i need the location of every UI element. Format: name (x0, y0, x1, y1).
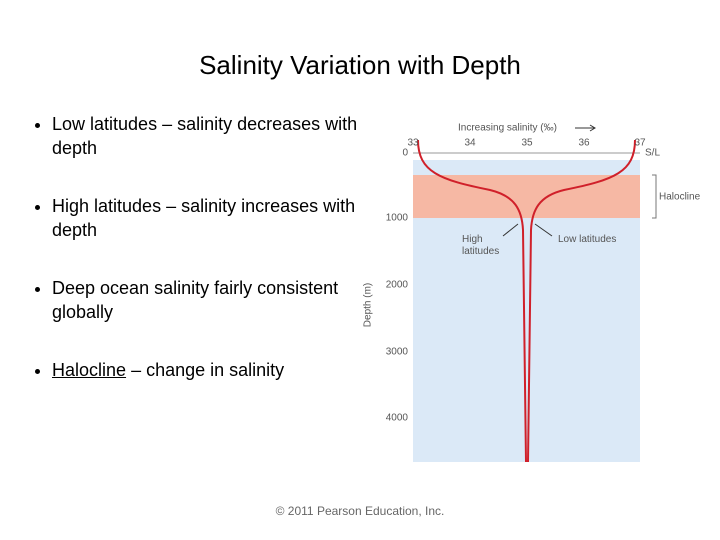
bullet-list: Low latitudes – salinity decreases with … (30, 112, 362, 416)
x-tick-label: 35 (521, 138, 533, 149)
bullet: Halocline – change in salinity (52, 358, 362, 382)
y-tick-label: 1000 (386, 213, 409, 224)
bullet-term: Halocline (52, 360, 127, 380)
x-tick-label: 33 (407, 138, 419, 149)
high-label-box: High latitudes (462, 234, 500, 257)
footer: © 2011 Pearson Education, Inc. (275, 504, 445, 518)
x-tick-label: 34 (464, 138, 476, 149)
halocline-band (413, 175, 640, 218)
label-pointers (502, 223, 553, 237)
bullet-text: – change in salinity (131, 360, 285, 380)
axis-arrow (575, 124, 596, 132)
low-label-box: Low latitudes (558, 234, 617, 245)
y-tick-label: 3000 (386, 347, 409, 358)
y-tick-label: 4000 (386, 413, 409, 424)
x-tick-label: 36 (578, 138, 590, 149)
low-latitude-curve (527, 139, 636, 463)
y-tick-label: 2000 (386, 280, 409, 291)
surface-label: S/L (645, 148, 660, 159)
x-tick-label: 37 (634, 138, 646, 149)
y-tick-label: 0 (402, 148, 408, 159)
halocline-bracket (652, 174, 657, 219)
low-label: Low latitudes (558, 234, 617, 245)
high-latitude-curve (417, 139, 527, 463)
bullet: High latitudes – salinity increases with… (52, 194, 362, 242)
slide-title: Salinity Variation with Depth (199, 50, 521, 80)
y-axis-label: Depth (m) (363, 283, 374, 327)
bullet: Deep ocean salinity fairly consistent gl… (52, 276, 362, 324)
axis-title: Increasing salinity (‰) (458, 123, 557, 134)
bullet: Low latitudes – salinity decreases with … (52, 112, 362, 160)
high-label: High latitudes (462, 234, 500, 257)
salinity-figure: Increasing salinity (‰) 33 34 35 36 37 0… (363, 123, 701, 463)
halocline-label: Halocline (659, 192, 701, 203)
